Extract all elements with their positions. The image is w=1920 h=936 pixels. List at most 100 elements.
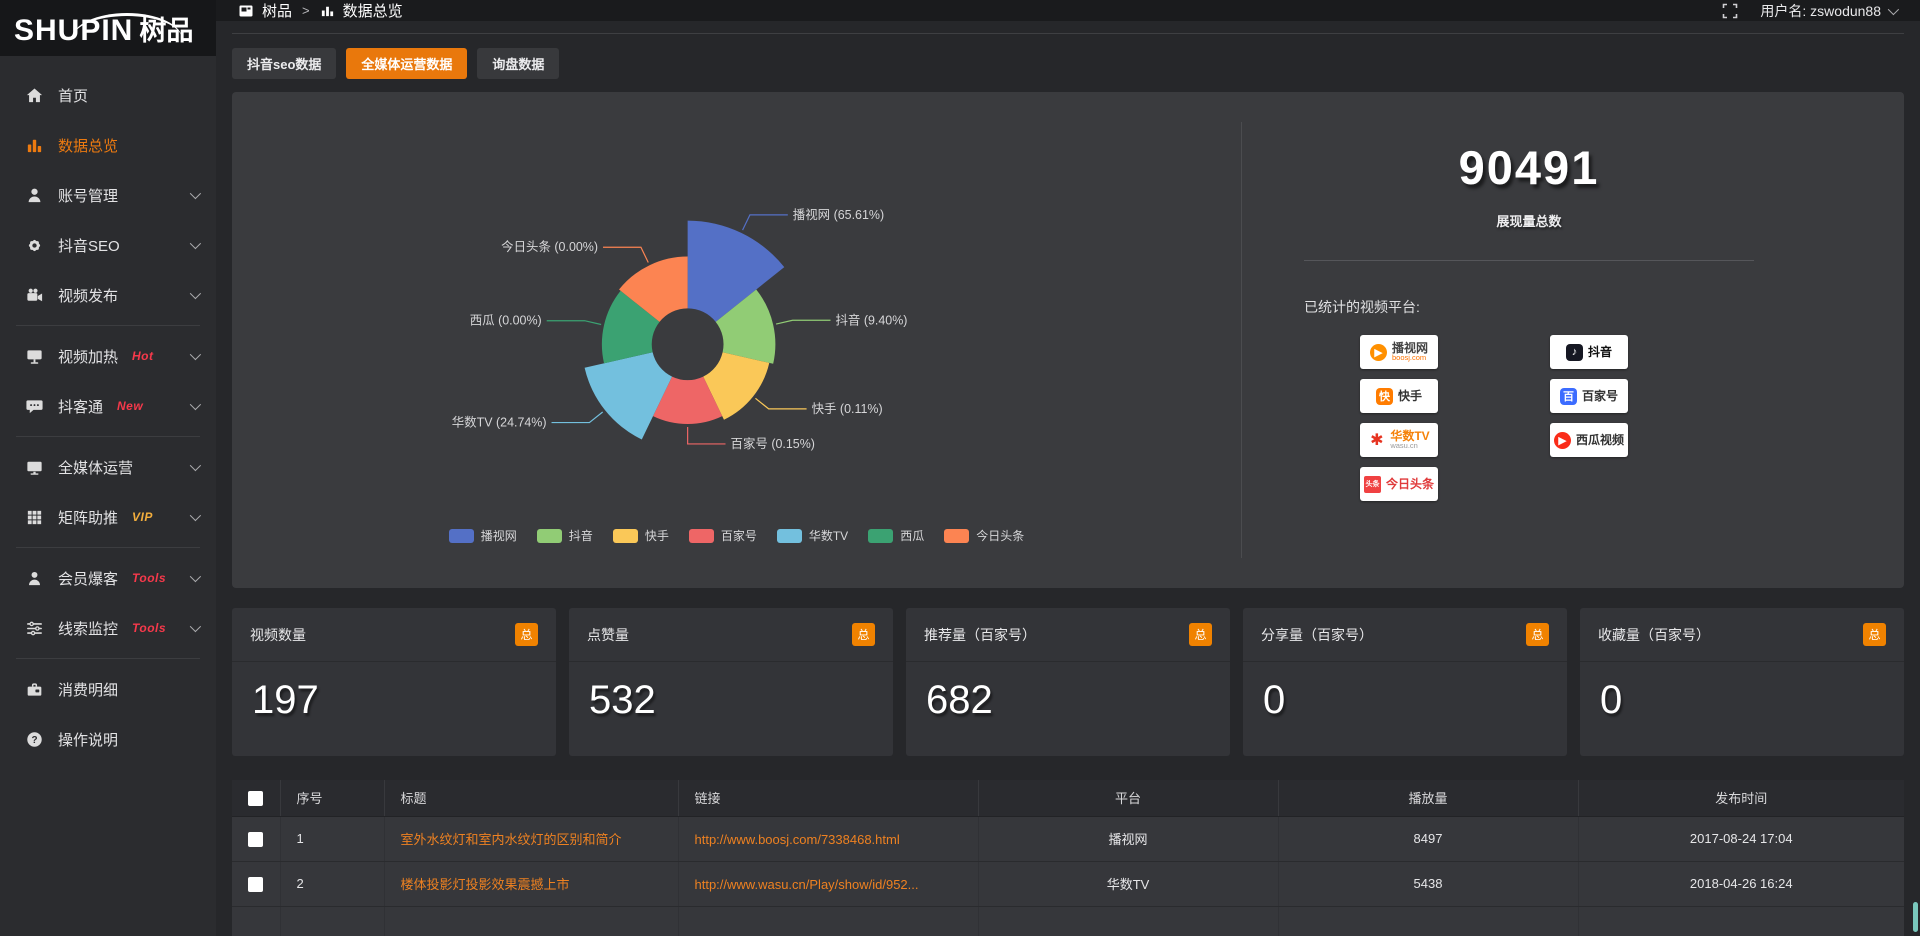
pie-slice-5[interactable] — [601, 290, 660, 364]
legend-item-2[interactable]: 快手 — [612, 527, 669, 544]
pie-label-line-2 — [755, 397, 807, 410]
display-icon — [24, 346, 44, 366]
breadcrumb-root[interactable]: 树品 — [262, 3, 293, 20]
sidebar-item-video-heat[interactable]: 视频加热 Hot — [0, 331, 216, 381]
sidebar-item-omnimedia[interactable]: 全媒体运营 — [0, 442, 216, 492]
chat-icon — [24, 396, 44, 416]
tab-omnimedia-data[interactable]: 全媒体运营数据 — [346, 48, 468, 79]
cell-time: 2018-04-26 16:24 — [1578, 861, 1904, 907]
select-all-checkbox[interactable] — [248, 790, 264, 806]
platform-name: 抖音 — [1587, 344, 1612, 359]
breadcrumb-current[interactable]: 数据总览 — [342, 3, 403, 20]
card-value: 682 — [926, 678, 993, 722]
legend-item-5[interactable]: 西瓜 — [868, 527, 924, 544]
sidebar-item-home[interactable]: 首页 — [0, 70, 216, 120]
total-badge: 总 — [515, 623, 538, 646]
monitor-icon — [24, 457, 44, 477]
pie-slice-4[interactable] — [584, 352, 673, 440]
cell-platform: 华数TV — [978, 861, 1279, 907]
app-logo[interactable]: SHUPIN 树品 — [0, 0, 216, 56]
sidebar-item-douketong[interactable]: 抖客通 New — [0, 381, 216, 431]
sidebar-item-label: 抖客通 — [58, 398, 104, 416]
home-icon — [24, 85, 44, 105]
video-title-link[interactable]: 室外水纹灯和室内水纹灯的区别和简介 — [400, 832, 622, 847]
pie-slice-2[interactable] — [703, 352, 770, 420]
video-table: 序号 标题 链接 平台 播放量 发布时间 1 室外水纹灯和室内水纹灯的区别和简 — [232, 780, 1904, 936]
platform-logo-icon: ♪ — [1565, 343, 1583, 361]
platform-name: 西瓜视频 — [1575, 432, 1624, 447]
card-title: 视频数量 — [250, 626, 306, 643]
pie-slice-0[interactable] — [687, 220, 785, 322]
bar-chart-breadcrumb-icon — [320, 3, 335, 18]
stat-card-video-count: 视频数量 总 197 — [232, 608, 556, 756]
user-icon — [24, 185, 44, 205]
video-url-link[interactable]: http://www.wasu.cn/Play/show/id/952... — [694, 876, 919, 892]
content-separator — [232, 33, 1904, 34]
pie-label-line-1 — [775, 319, 831, 325]
total-impressions-label: 展现量总数 — [1496, 214, 1562, 229]
card-header: 视频数量 总 — [232, 608, 556, 662]
legend-swatch — [944, 528, 970, 543]
pie-slice-3[interactable] — [653, 376, 723, 425]
sidebar-divider — [16, 547, 200, 548]
sidebar-item-label: 矩阵助推 — [58, 509, 119, 527]
platform-column-left: ▶ 播视网 boosj.com 快快手 ✱ 华数TV wasu.cn 头条 今日头条 — [1304, 335, 1494, 501]
sidebar-item-douyin-seo[interactable]: 抖音SEO — [0, 220, 216, 270]
chart-panel: 播视网 (65.61%) 抖音 (9.40%) 快手 (0.11%) 百家号 (0.1… — [232, 92, 1904, 588]
tab-douyin-seo-data[interactable]: 抖音seo数据 — [232, 48, 337, 79]
platform-badge-right-0: ♪ 抖音 — [1550, 335, 1628, 369]
pie-label-line-6 — [603, 246, 649, 263]
table-row: 1 室外水纹灯和室内水纹灯的区别和简介 http://www.boosj.com… — [232, 816, 1904, 862]
legend-item-4[interactable]: 华数TV — [776, 527, 848, 544]
legend-item-6[interactable]: 今日头条 — [944, 527, 1024, 544]
sidebar-item-video-publish[interactable]: 视频发布 — [0, 270, 216, 320]
pie-label-0: 播视网 (65.61%) — [793, 207, 884, 222]
hot-badge: Hot — [132, 349, 154, 363]
card-header: 点赞量 总 — [569, 608, 893, 662]
card-value: 532 — [589, 678, 656, 722]
scrollbar-thumb[interactable] — [1913, 902, 1918, 932]
card-title: 分享量（百家号） — [1261, 626, 1373, 643]
col-header-title: 标题 — [384, 780, 679, 817]
sidebar-item-label: 视频发布 — [58, 287, 119, 305]
video-url-link[interactable]: http://www.boosj.com/7338468.html — [694, 831, 900, 847]
fullscreen-icon[interactable] — [1722, 3, 1738, 19]
card-value: 197 — [252, 678, 319, 722]
row-checkbox[interactable] — [248, 876, 264, 892]
stat-card-favorites: 收藏量（百家号） 总 0 — [1580, 608, 1904, 756]
sidebar-item-matrix-boost[interactable]: 矩阵助推 VIP — [0, 492, 216, 542]
cell-time: 2017-08-24 17:04 — [1578, 816, 1904, 862]
legend-item-1[interactable]: 抖音 — [536, 527, 593, 544]
topbar: 树品 > 数据总览 用户名: zswodun88 — [216, 0, 1920, 21]
sidebar-item-lead-monitor[interactable]: 线索监控 Tools — [0, 603, 216, 653]
video-title-link[interactable]: 楼体投影灯投影效果震撼上市 — [400, 877, 570, 892]
platform-subtext: wasu.cn — [1390, 441, 1418, 451]
user-menu[interactable]: 用户名: zswodun88 — [1760, 1, 1900, 21]
sidebar-item-spend-detail[interactable]: 消费明细 — [0, 664, 216, 714]
legend-swatch — [612, 528, 638, 543]
sidebar-item-member-burst[interactable]: 会员爆客 Tools — [0, 553, 216, 603]
legend-item-0[interactable]: 播视网 — [448, 527, 517, 544]
pie-label-6: 今日头条 (0.00%) — [501, 239, 598, 254]
legend-swatch — [536, 528, 562, 543]
stat-card-likes: 点赞量 总 532 — [569, 608, 893, 756]
tab-bar: 抖音seo数据 全媒体运营数据 询盘数据 — [232, 48, 1904, 79]
pie-slice-1[interactable] — [715, 289, 776, 364]
pie-label-2: 快手 (0.11%) — [812, 402, 883, 416]
video-camera-icon — [24, 285, 44, 305]
platform-badge-left-1: 快快手 — [1360, 379, 1438, 413]
tab-inquiry-data[interactable]: 询盘数据 — [477, 48, 560, 79]
legend-label: 今日头条 — [976, 529, 1025, 543]
sidebar-item-data-overview[interactable]: 数据总览 — [0, 120, 216, 170]
sidebar-item-accounts[interactable]: 账号管理 — [0, 170, 216, 220]
pie-slice-6[interactable] — [619, 256, 688, 322]
card-value: 0 — [1600, 678, 1623, 722]
table-row: 2 楼体投影灯投影效果震撼上市 http://www.wasu.cn/Play/… — [232, 861, 1904, 907]
total-badge: 总 — [852, 623, 875, 646]
chevron-down-icon — [189, 187, 202, 200]
sidebar-item-help[interactable]: ? 操作说明 — [0, 714, 216, 764]
pie-label-line-4 — [551, 411, 604, 424]
platform-logo-icon: ✱ — [1370, 432, 1384, 449]
legend-item-3[interactable]: 百家号 — [688, 527, 757, 544]
row-checkbox[interactable] — [248, 831, 264, 847]
